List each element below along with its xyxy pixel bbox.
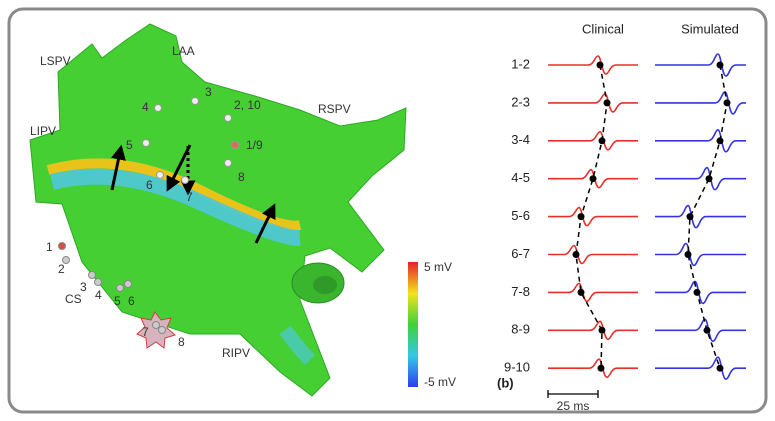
activation-dot [686,213,694,221]
electrode-label: 6 [146,178,153,192]
ablation-star [136,311,177,349]
region-label: LIPV [30,124,56,138]
simulated-activation-line [687,64,728,369]
arrows [110,144,276,244]
activation-dot [572,251,580,258]
colorbar-min: -5 mV [424,375,456,389]
cs-electrode-label: 8 [178,335,185,349]
column-header: Simulated [681,21,739,36]
scale-bar [547,390,599,398]
colorbar [408,262,418,387]
cs-label: CS [65,292,82,306]
row-label: 7-8 [511,284,530,299]
cs-electrode [62,256,70,264]
activation-dot [577,288,585,296]
panel-label: (b) [497,375,514,390]
cs-electrode-label: 2 [58,262,65,276]
activation-dot [716,364,724,372]
row-label: 6-7 [511,246,530,261]
cs-electrode-label: 6 [128,294,135,308]
atrium [29,23,407,397]
cs-electrode-label: 1 [46,240,53,254]
cs-electrode [88,271,96,279]
electrode [231,141,239,149]
region-label: RSPV [318,102,351,116]
activation-dot [705,175,713,183]
cs-electrode [158,326,166,334]
activation-dot [684,251,692,258]
cs-electrode [124,280,132,288]
activation-dot [716,137,724,145]
region-label: LAA [172,44,195,58]
electrode [191,97,199,105]
electrode-label: 2, 10 [234,98,261,112]
row-label: 4-5 [511,170,530,185]
electrode [181,176,189,184]
activation-dot [596,61,604,69]
activation-dot [723,99,731,107]
cs-electrode-label: 3 [80,280,87,294]
cs-electrode [116,284,124,292]
cs-electrode [94,278,102,286]
electrode-label: 3 [205,85,212,99]
activation-dot [693,288,701,296]
electrode-label: 1/9 [246,138,263,152]
electrode [142,139,150,147]
row-label: 8-9 [511,322,530,337]
cs-electrode-label: 7 [142,325,149,339]
activation-dot [597,364,605,372]
activation-dot [589,175,597,183]
row-label: 2-3 [511,94,530,109]
region-label: RIPV [222,346,250,360]
row-label: 5-6 [511,208,530,223]
electrode-label: 4 [142,100,149,114]
row-label: 9-10 [504,360,530,375]
cs-electrode-label: 4 [95,288,102,302]
cs-electrode [152,321,160,329]
activation-dot [598,137,606,145]
electrode [224,159,232,167]
activation-dot [598,326,606,334]
scale-label: 25 ms [557,399,590,413]
activation-dot [603,99,611,107]
cs-electrode [58,242,66,250]
electrode-label: 8 [238,170,245,184]
column-header: Clinical [582,21,624,36]
electrode [156,171,164,179]
cs-electrode-label: 5 [114,294,121,308]
electrode-label: 5 [126,138,133,152]
activation-dot [703,326,711,334]
electrode [224,114,232,122]
electrode [154,104,162,112]
electrode-label: 7 [186,190,193,204]
region-label: LSPV [40,54,71,68]
activation-dot [716,61,724,69]
colorbar-max: 5 mV [424,260,452,274]
row-label: 1-2 [511,56,530,71]
row-label: 3-4 [511,132,530,147]
activation-dot [577,213,585,221]
